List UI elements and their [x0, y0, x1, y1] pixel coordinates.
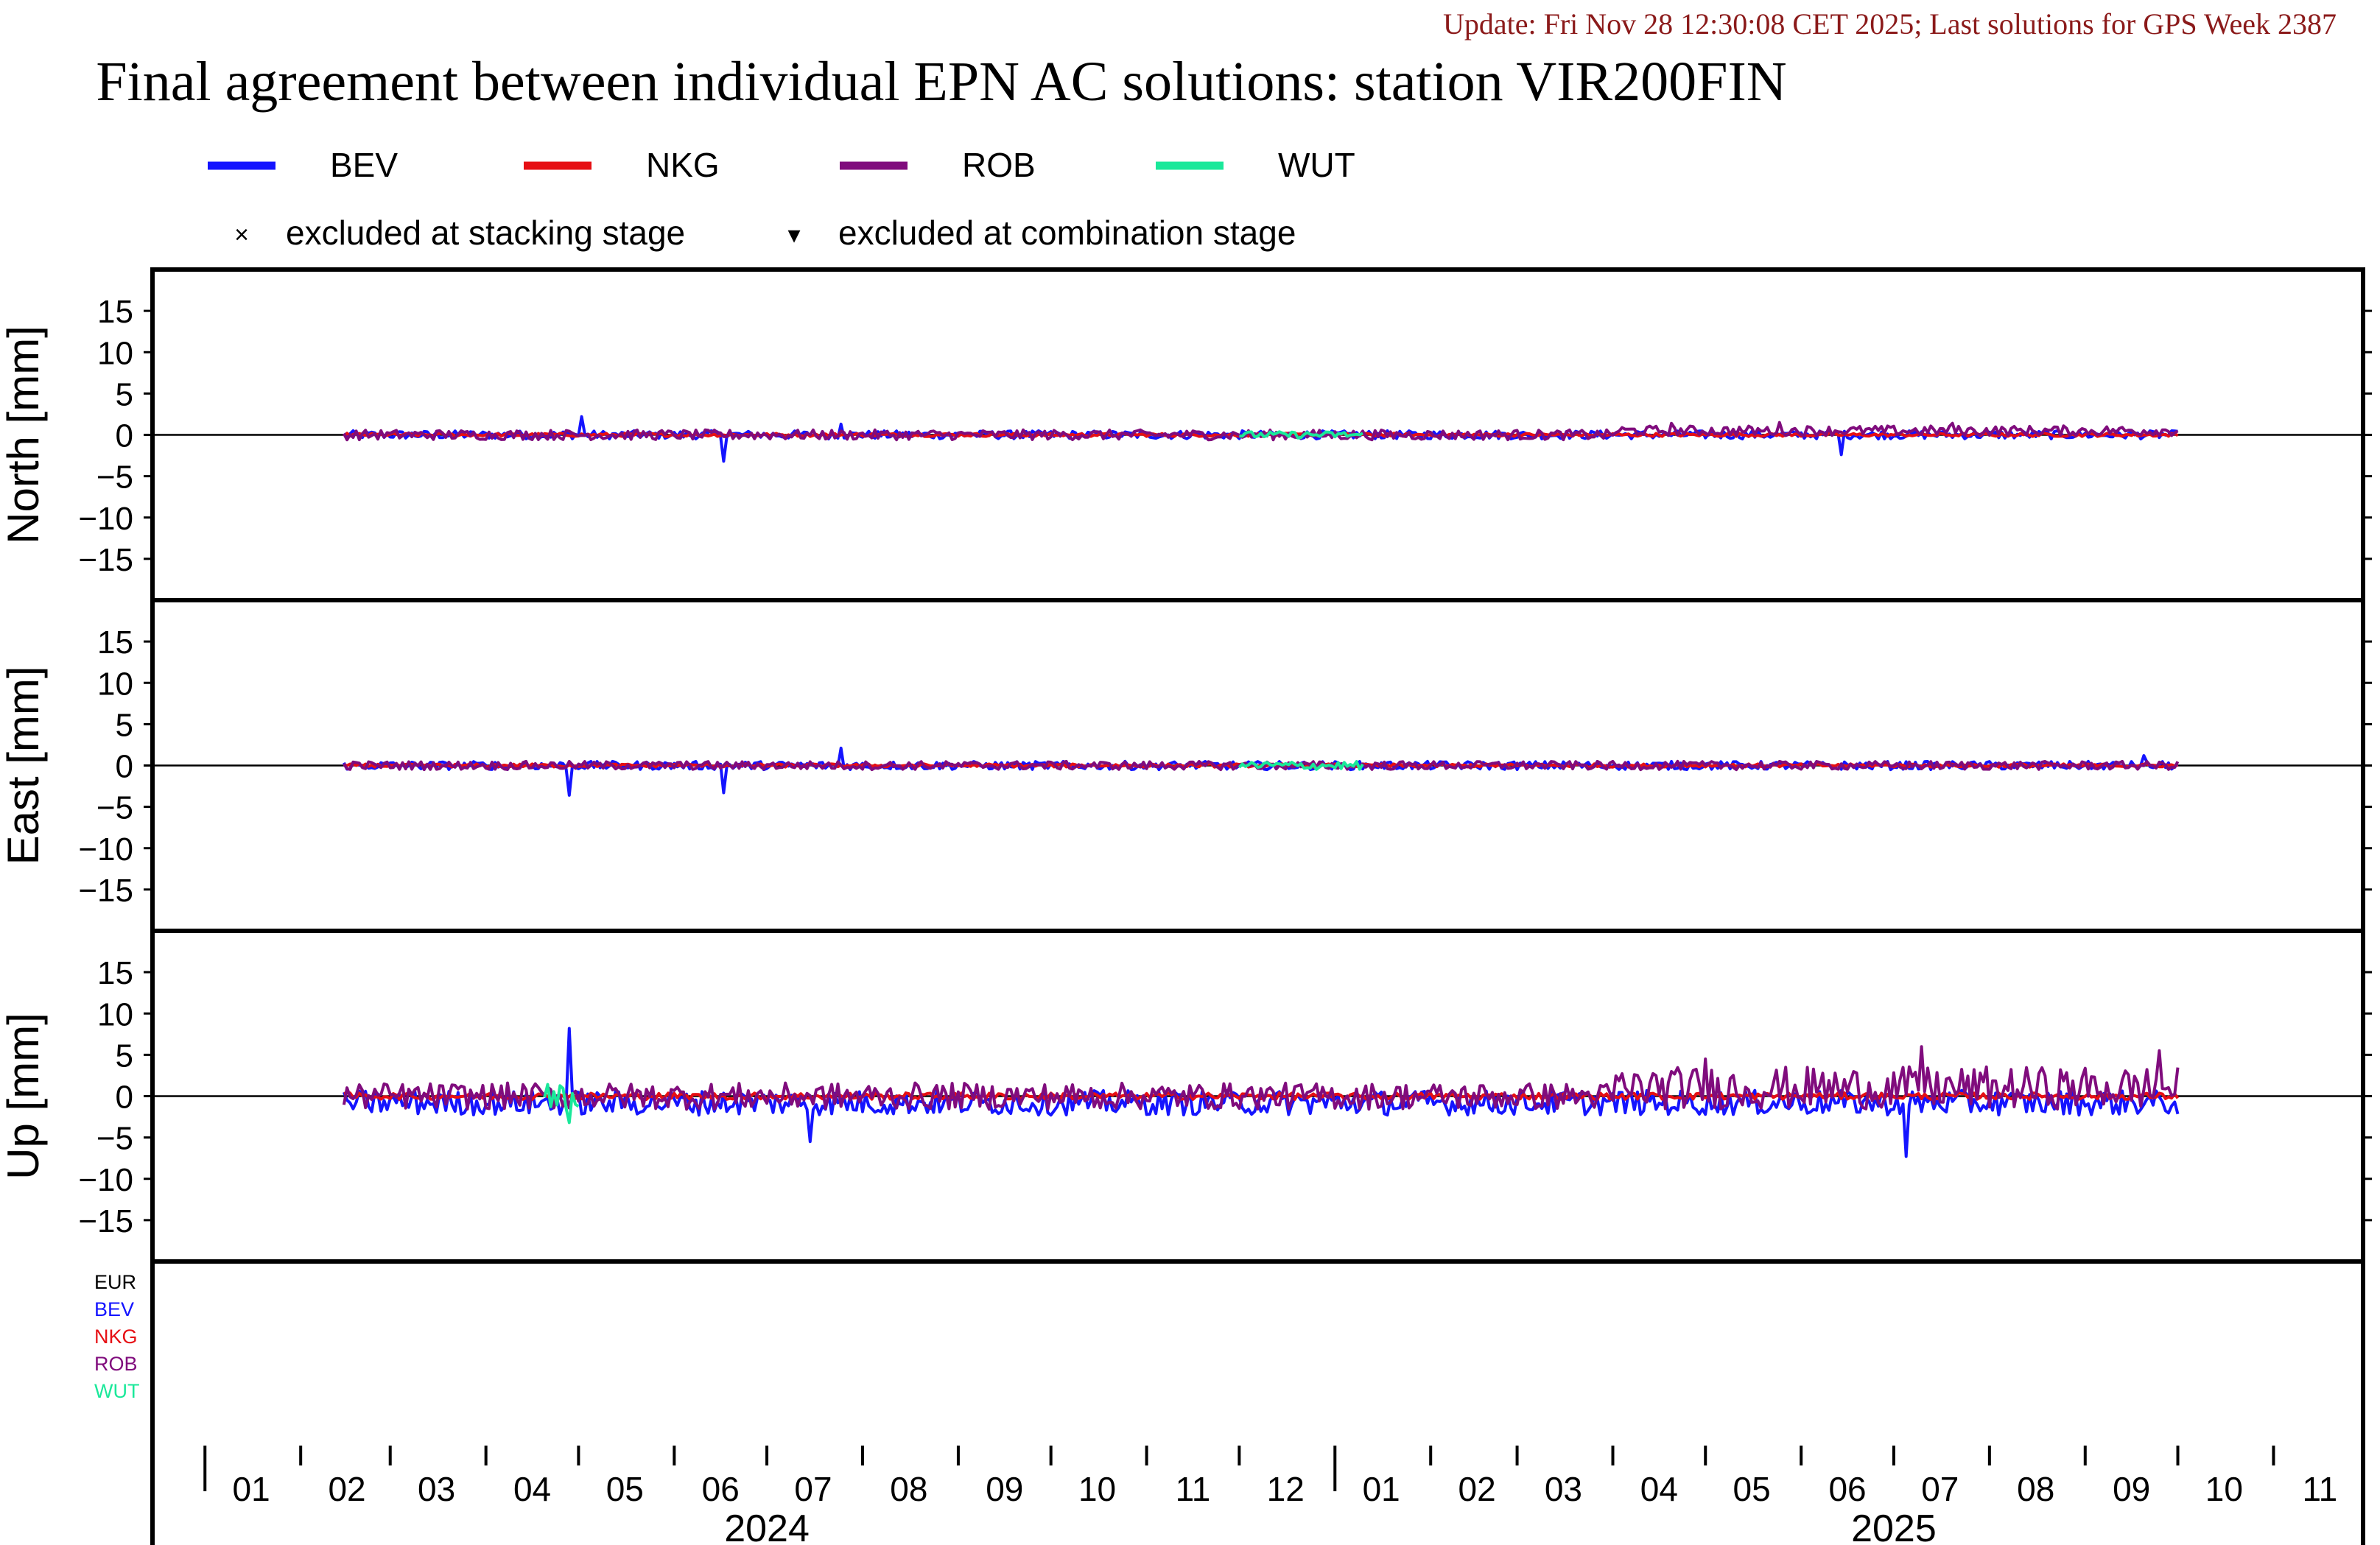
x-axis: 01 02 03 04 05 06 07 08 09 10 11 12 01 02 03 04 05 06 07 08…	[151, 1446, 2337, 1545]
y-axis-label: North [mm]	[0, 325, 48, 544]
x-month-label: 06	[1828, 1470, 1866, 1508]
x-month-label: 04	[513, 1470, 551, 1508]
legend-label-wut: WUT	[1278, 146, 1355, 184]
chart-title: Final agreement between individual EPN A…	[96, 51, 1786, 113]
stats-label-eur: EUR	[94, 1271, 136, 1293]
series-line-bev	[343, 1027, 2180, 1158]
y-axis-label: East [mm]	[0, 666, 48, 865]
y-tick-label: 15	[97, 955, 133, 991]
y-tick-label: 10	[97, 335, 133, 371]
y-tick-label: −15	[78, 542, 133, 578]
y-tick-label: 0	[116, 749, 133, 785]
y-tick-label: 10	[97, 666, 133, 702]
x-month-label: 10	[1078, 1470, 1116, 1508]
series-line-bev	[343, 746, 2179, 797]
y-tick-label: 0	[116, 1080, 133, 1116]
series-line-wut	[1238, 760, 1364, 771]
stats-label-nkg: NKG	[94, 1326, 138, 1348]
update-timestamp: Update: Fri Nov 28 12:30:08 CET 2025; La…	[1443, 7, 2337, 41]
legend-marker-label: excluded at combination stage	[838, 214, 1296, 252]
x-month-label: 04	[1640, 1470, 1678, 1508]
y-tick-label: 5	[116, 707, 133, 743]
x-month-label: 09	[2113, 1470, 2150, 1508]
x-month-label: 01	[233, 1470, 270, 1508]
y-tick-label: 15	[97, 294, 133, 330]
y-tick-label: −5	[96, 790, 133, 826]
x-month-label: 03	[1545, 1470, 1582, 1508]
x-month-label: 10	[2205, 1470, 2243, 1508]
x-month-label: 08	[890, 1470, 927, 1508]
legend-marker-label: excluded at stacking stage	[286, 214, 685, 252]
panel-frame	[150, 1259, 2365, 1545]
y-tick-label: 15	[97, 624, 133, 661]
x-year-label: 2024	[724, 1507, 810, 1545]
x-month-label: 12	[1267, 1470, 1305, 1508]
series-line-wut	[543, 1083, 580, 1125]
legend-label-bev: BEV	[330, 146, 398, 184]
legend-label-rob: ROB	[962, 146, 1036, 184]
panel-north: 15 10 5 0 −5 −10 −15 North [mm]	[0, 267, 2372, 602]
y-tick-label: −10	[78, 501, 133, 537]
x-year-label: 2025	[1851, 1507, 1937, 1545]
y-tick-label: −15	[78, 873, 133, 909]
x-month-label: 08	[2017, 1470, 2054, 1508]
series-line-rob	[342, 1045, 2180, 1111]
series-line-bev	[343, 415, 2178, 463]
panel-stats: EUR BEV NKG ROB WUT	[94, 1259, 2365, 1545]
y-tick-label: −5	[96, 460, 133, 496]
x-month-label: 06	[702, 1470, 740, 1508]
y-tick-label: −10	[78, 831, 133, 867]
y-tick-label: 5	[116, 1038, 133, 1074]
legend-marker-symbol: ×	[234, 221, 249, 249]
x-month-label: 02	[328, 1470, 365, 1508]
y-tick-label: 5	[116, 376, 133, 412]
chart-legend: BEV NKG ROB WUT × excluded at stacking stage ▾…	[208, 146, 1355, 252]
y-tick-label: 0	[116, 418, 133, 454]
y-tick-label: 10	[97, 996, 133, 1032]
x-month-label: 03	[418, 1470, 455, 1508]
x-month-label: 07	[794, 1470, 832, 1508]
y-axis-label: Up [mm]	[0, 1013, 48, 1180]
y-tick-label: −10	[78, 1162, 133, 1198]
stats-label-rob: ROB	[94, 1353, 138, 1375]
series-line-rob	[343, 420, 2179, 442]
stats-label-bev: BEV	[94, 1298, 134, 1320]
x-month-label: 01	[1363, 1470, 1400, 1508]
x-month-label: 09	[986, 1470, 1023, 1508]
panel-up: 15 10 5 0 −5 −10 −15 Up [mm]	[0, 929, 2372, 1264]
x-month-label: 11	[2302, 1470, 2337, 1508]
y-tick-label: −15	[78, 1203, 133, 1239]
series-line-rob	[343, 759, 2180, 772]
y-tick-label: −5	[96, 1121, 133, 1157]
x-month-label: 11	[1176, 1470, 1211, 1508]
chart-panels: 15 10 5 0 −5 −10 −15 North [mm] 15 10 5 0 −5 −10 −15 Ea…	[0, 267, 2372, 1545]
x-month-label: 05	[606, 1470, 644, 1508]
x-month-label: 02	[1458, 1470, 1495, 1508]
stats-label-wut: WUT	[94, 1380, 139, 1402]
x-month-label: 05	[1733, 1470, 1771, 1508]
series-line-wut	[1239, 430, 1363, 440]
x-month-label: 07	[1921, 1470, 1959, 1508]
legend-marker-symbol: ▾	[787, 221, 800, 249]
legend-label-nkg: NKG	[646, 146, 720, 184]
panel-east: 15 10 5 0 −5 −10 −15 East [mm]	[0, 598, 2372, 933]
